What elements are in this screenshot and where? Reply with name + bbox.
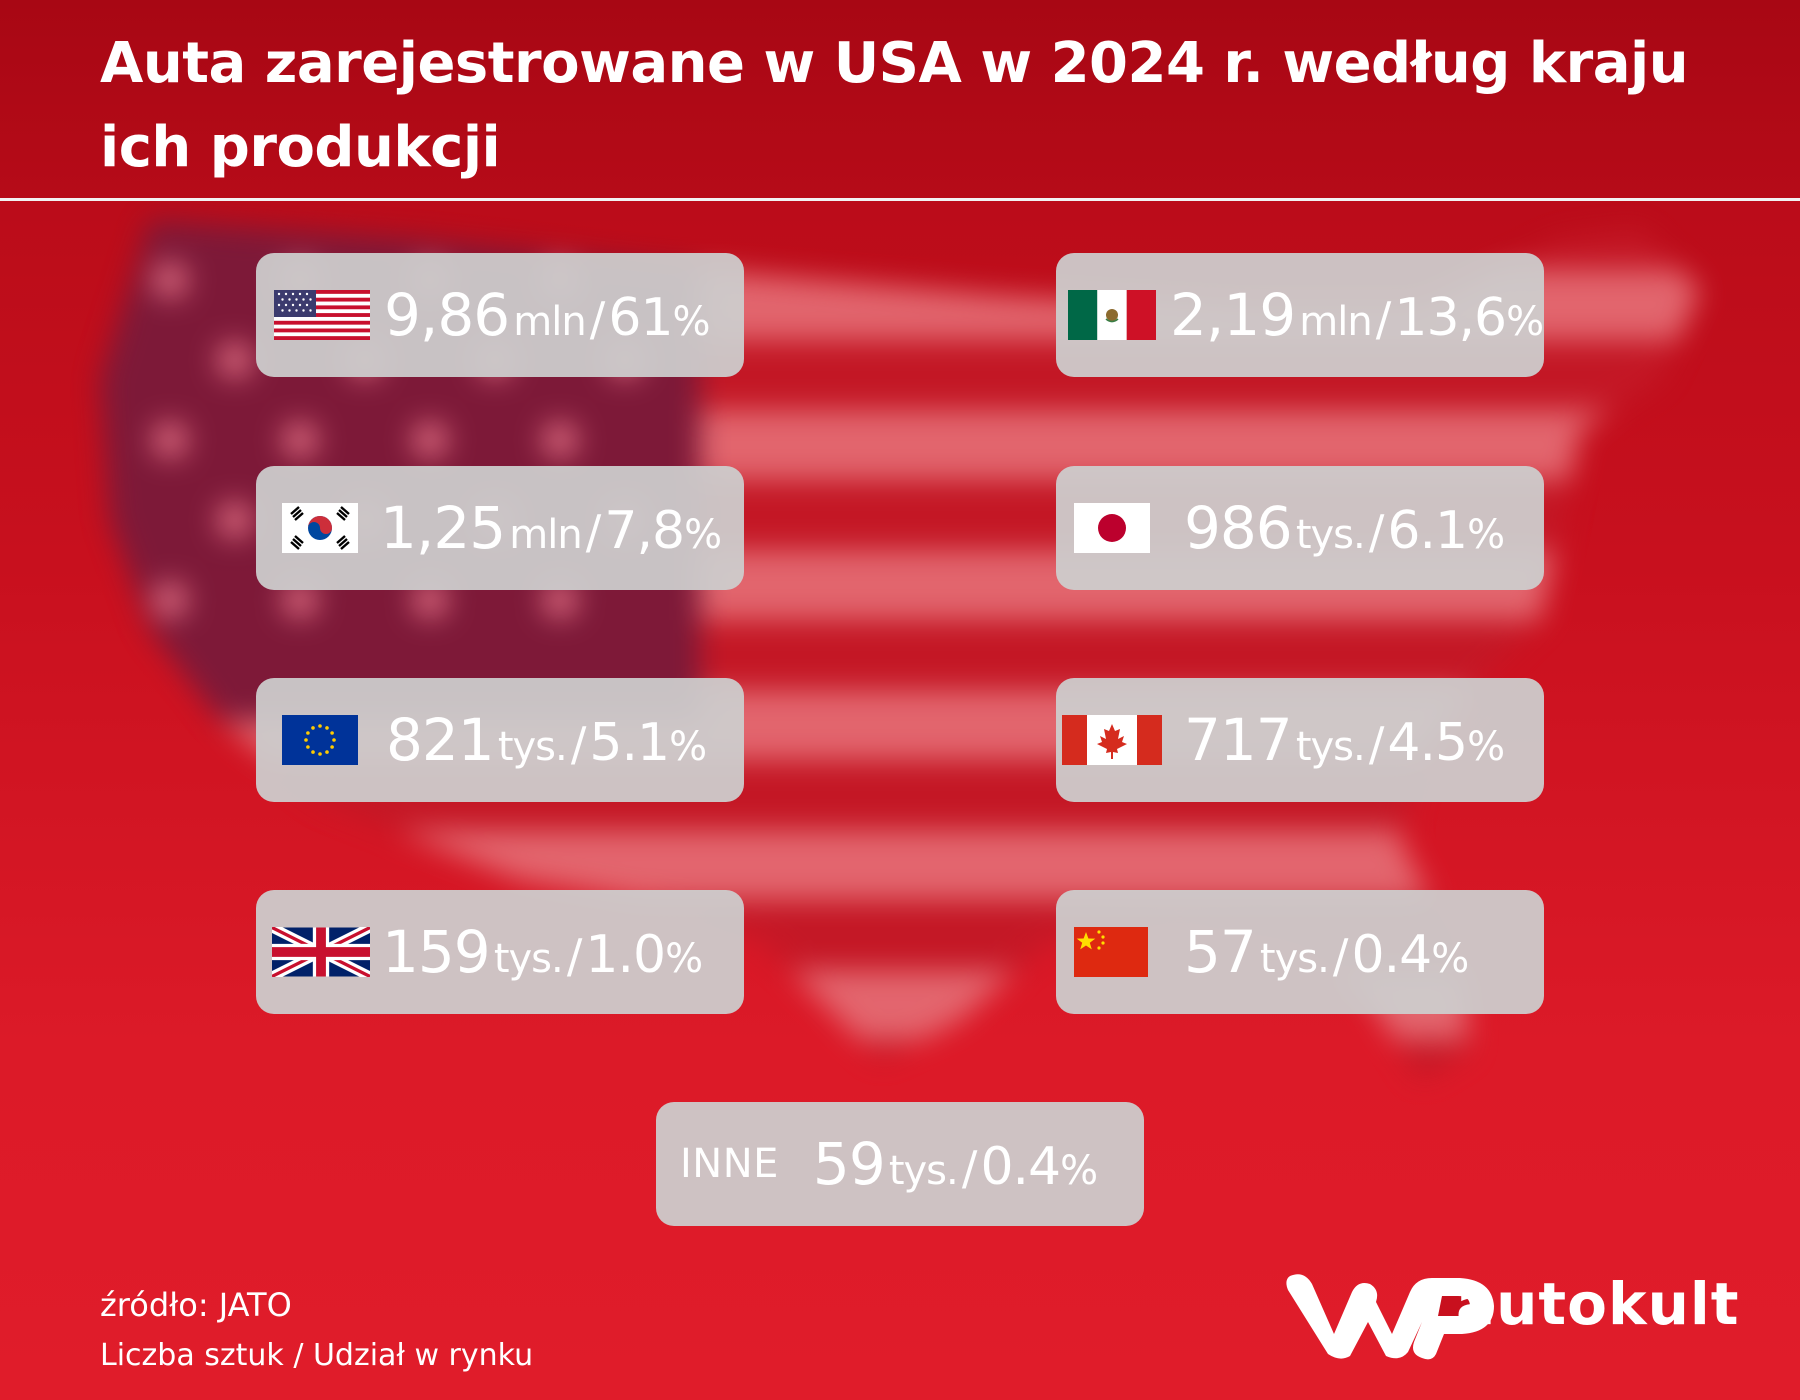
separator: / [566, 929, 582, 983]
data-card-uk: 159 tys. / 1.0% [256, 890, 744, 1014]
share-value: 4.5 [1387, 713, 1468, 773]
data-card-canada: 717 tys. / 4.5% [1056, 678, 1544, 802]
canada-flag-icon [1062, 715, 1162, 765]
count-unit: tys. [1295, 724, 1366, 770]
count-value: 1,25 [380, 494, 506, 562]
japan-flag-icon [1074, 503, 1150, 553]
brand-name: autokult [1456, 1270, 1740, 1338]
card-value: 159 tys. / 1.0% [382, 918, 703, 986]
share-value: 13,6 [1394, 288, 1507, 348]
measure-note: Liczba sztuk / Udział w rynku [100, 1338, 534, 1373]
card-value: 1,25 mln / 7,8% [380, 494, 722, 562]
count-value: 2,19 [1170, 281, 1296, 349]
count-unit: tys. [497, 724, 568, 770]
count-value: 986 [1184, 494, 1293, 562]
source-note: źródło: JATO [100, 1286, 292, 1324]
count-value: 57 [1184, 918, 1257, 986]
share-value: 7,8 [604, 501, 685, 561]
count-value: 9,86 [384, 281, 510, 349]
data-card-usa: 9,86 mln / 61% [256, 253, 744, 377]
data-card-other: INNE 59 tys. / 0.4% [656, 1102, 1144, 1226]
share-unit: % [1431, 936, 1469, 982]
share-value: 0.4 [980, 1137, 1061, 1197]
other-label: INNE [680, 1141, 779, 1187]
separator: / [961, 1141, 977, 1195]
data-card-south-korea: 1,25 mln / 7,8% [256, 466, 744, 590]
count-value: 717 [1184, 706, 1293, 774]
header-bar [0, 0, 1800, 198]
data-card-china: 57 tys. / 0.4% [1056, 890, 1544, 1014]
mexico-flag-icon [1068, 290, 1156, 340]
separator: / [570, 717, 586, 771]
separator: / [589, 292, 605, 346]
share-unit: % [1506, 299, 1544, 345]
count-unit: tys. [888, 1148, 959, 1194]
count-value: 821 [386, 706, 495, 774]
share-unit: % [665, 936, 703, 982]
eu-flag-icon [282, 715, 358, 765]
count-unit: mln [513, 299, 586, 345]
share-value: 5.1 [589, 713, 670, 773]
uk-flag-icon [272, 927, 370, 977]
separator: / [585, 505, 601, 559]
share-unit: % [1060, 1148, 1098, 1194]
share-unit: % [1467, 512, 1505, 558]
count-unit: mln [509, 512, 582, 558]
count-value: 59 [812, 1130, 886, 1198]
share-value: 6.1 [1387, 501, 1468, 561]
separator: / [1375, 292, 1391, 346]
separator: / [1332, 929, 1348, 983]
card-value: 2,19 mln / 13,6% [1170, 281, 1544, 349]
header-divider [0, 198, 1800, 201]
share-unit: % [684, 512, 722, 558]
data-card-eu: 821 tys. / 5.1% [256, 678, 744, 802]
share-value: 1.0 [585, 925, 666, 985]
separator: / [1368, 717, 1384, 771]
share-value: 0.4 [1351, 925, 1433, 985]
count-value: 159 [382, 918, 491, 986]
card-value: 9,86 mln / 61% [384, 281, 711, 349]
share-unit: % [1467, 724, 1505, 770]
south-korea-flag-icon [282, 503, 358, 553]
share-value: 61 [608, 288, 673, 348]
data-card-mexico: 2,19 mln / 13,6% [1056, 253, 1544, 377]
share-unit: % [672, 299, 711, 345]
share-unit: % [669, 724, 707, 770]
china-flag-icon [1074, 927, 1148, 977]
count-unit: mln [1299, 299, 1372, 345]
count-unit: tys. [493, 936, 564, 982]
card-value: 821 tys. / 5.1% [386, 706, 707, 774]
card-value: 986 tys. / 6.1% [1184, 494, 1505, 562]
card-value: 59 tys. / 0.4% [812, 1130, 1098, 1198]
card-value: 717 tys. / 4.5% [1184, 706, 1505, 774]
usa-flag-icon [274, 290, 370, 340]
chart-title: Auta zarejestrowane w USA w 2024 r. wedł… [100, 31, 1689, 180]
separator: / [1368, 505, 1384, 559]
count-unit: tys. [1295, 512, 1366, 558]
wp-logo-icon [1286, 1274, 1494, 1360]
count-unit: tys. [1259, 936, 1330, 982]
card-value: 57 tys. / 0.4% [1184, 918, 1469, 986]
data-card-japan: 986 tys. / 6.1% [1056, 466, 1544, 590]
